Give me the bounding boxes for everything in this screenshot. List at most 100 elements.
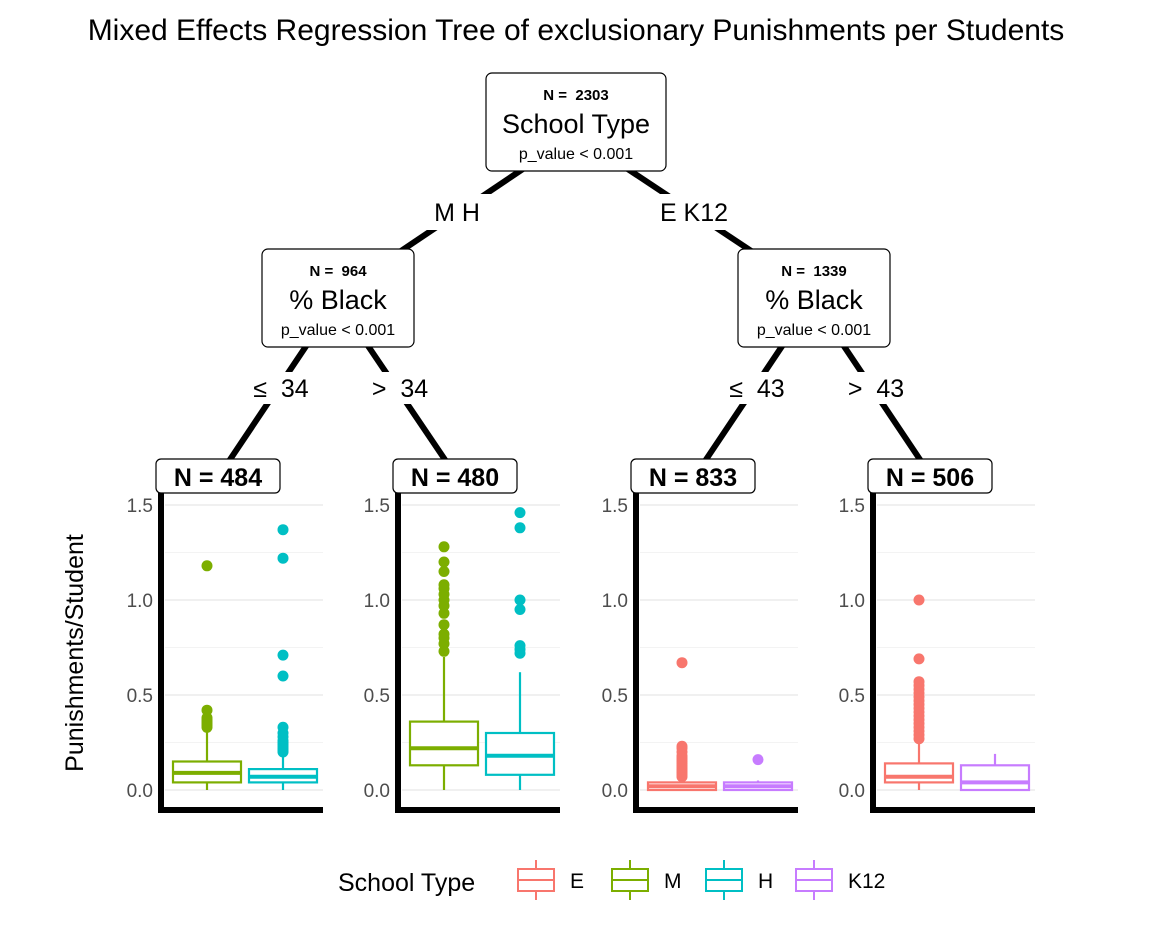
edge-label-right-le: ≤ 43 bbox=[729, 375, 784, 403]
leaf-panel-4: 0.0 0.5 1.0 1.5 N = 506 bbox=[839, 458, 1035, 813]
node-root-pvalue: p_value < 0.001 bbox=[519, 146, 633, 163]
boxplot-H bbox=[484, 507, 556, 790]
y-tick-label: 1.5 bbox=[602, 496, 628, 517]
legend-item-k12: K12 bbox=[795, 860, 885, 900]
y-axis-label: Punishments/Student bbox=[61, 534, 89, 772]
y-tick-label: 0.5 bbox=[364, 686, 390, 707]
leaf-n-label: N = 506 bbox=[886, 464, 974, 492]
panel-axis bbox=[158, 475, 323, 813]
y-tick-label: 0.0 bbox=[839, 781, 865, 802]
outlier-point bbox=[913, 594, 925, 606]
outlier-point bbox=[752, 754, 764, 766]
leaf-panel-2: 0.0 0.5 1.0 1.5 N = 480 bbox=[364, 458, 560, 813]
y-tick-label: 1.0 bbox=[364, 591, 390, 612]
outlier-point bbox=[514, 594, 526, 606]
boxplot-M bbox=[408, 541, 480, 790]
boxplot-E bbox=[646, 657, 718, 792]
edge-label-left-gt: > 34 bbox=[372, 375, 428, 403]
node-left-n: N = 964 bbox=[309, 263, 367, 280]
legend-item-m: M bbox=[611, 860, 682, 900]
leaf-n-box bbox=[630, 458, 756, 494]
outlier-point bbox=[277, 721, 289, 733]
leaf-panel-3: 0.0 0.5 1.0 1.5 N = 833 bbox=[602, 458, 798, 813]
tree-node-root: N = 2303 School Type p_value < 0.001 bbox=[485, 72, 667, 172]
edge-label-right-gt: > 43 bbox=[848, 375, 904, 403]
boxplot-M bbox=[171, 560, 243, 790]
node-right-variable: % Black bbox=[765, 285, 863, 315]
y-tick-label: 0.0 bbox=[127, 781, 153, 802]
outlier-point bbox=[438, 579, 450, 591]
panel-axis bbox=[395, 475, 560, 813]
outlier-point bbox=[676, 740, 688, 752]
outlier-point bbox=[676, 657, 688, 669]
outlier-point bbox=[438, 619, 450, 631]
legend-title: School Type bbox=[338, 869, 475, 897]
outlier-point bbox=[277, 524, 289, 536]
leaf-n-label: N = 480 bbox=[411, 464, 499, 492]
y-tick-label: 0.0 bbox=[602, 781, 628, 802]
outlier-point bbox=[438, 628, 450, 640]
outlier-point bbox=[438, 607, 450, 619]
y-tick-label: 0.0 bbox=[364, 781, 390, 802]
y-tick-label: 1.5 bbox=[127, 496, 153, 517]
box-iqr bbox=[959, 764, 1031, 792]
y-tick-label: 1.0 bbox=[127, 591, 153, 612]
outlier-point bbox=[201, 712, 213, 724]
legend: School Type E M H K12 bbox=[338, 860, 885, 900]
node-left-variable: % Black bbox=[289, 285, 387, 315]
y-tick-label: 0.5 bbox=[602, 686, 628, 707]
boxplot-K12 bbox=[959, 753, 1031, 792]
outlier-point bbox=[913, 653, 925, 665]
leaf-n-box bbox=[155, 458, 281, 494]
node-left-pvalue: p_value < 0.001 bbox=[281, 322, 395, 339]
outlier-point bbox=[201, 704, 213, 716]
node-root-variable: School Type bbox=[502, 109, 650, 139]
outlier-point bbox=[438, 645, 450, 657]
leaf-n-box bbox=[867, 458, 993, 494]
box-iqr bbox=[883, 762, 955, 784]
legend-item-h: H bbox=[705, 860, 773, 900]
node-root-n: N = 2303 bbox=[543, 87, 608, 104]
leaf-panel-1: 0.0 0.5 1.0 1.5 N = 484 bbox=[127, 458, 323, 813]
leaf-n-box bbox=[392, 458, 518, 494]
outlier-point bbox=[277, 552, 289, 564]
legend-label: K12 bbox=[848, 870, 885, 893]
outlier-point bbox=[514, 522, 526, 534]
outlier-point bbox=[514, 507, 526, 519]
edge-labels: M H E K12 ≤ 34 > 34 ≤ 43 > 43 bbox=[244, 194, 916, 404]
tree-node-left: N = 964 % Black p_value < 0.001 bbox=[261, 248, 415, 348]
y-tick-label: 0.5 bbox=[127, 686, 153, 707]
outlier-point bbox=[277, 670, 289, 682]
outlier-point bbox=[438, 566, 450, 577]
leaf-n-label: N = 833 bbox=[649, 464, 737, 492]
leaf-n-label: N = 484 bbox=[174, 464, 262, 492]
outlier-point bbox=[277, 649, 289, 661]
box-iqr bbox=[408, 720, 480, 767]
outlier-point bbox=[514, 640, 526, 652]
outlier-point bbox=[438, 556, 450, 568]
legend-label: M bbox=[664, 870, 682, 893]
outlier-point bbox=[438, 541, 450, 553]
outlier-point bbox=[514, 604, 526, 615]
y-tick-label: 1.0 bbox=[839, 591, 865, 612]
outlier-point bbox=[201, 560, 213, 572]
legend-label: H bbox=[758, 870, 773, 893]
y-tick-label: 1.5 bbox=[364, 496, 390, 517]
y-tick-label: 1.5 bbox=[839, 496, 865, 517]
y-tick-label: 1.0 bbox=[602, 591, 628, 612]
edge-label-root-right: E K12 bbox=[660, 199, 728, 227]
legend-item-e: E bbox=[517, 860, 584, 900]
legend-label: E bbox=[570, 870, 584, 893]
edge-label-root-left: M H bbox=[434, 199, 480, 227]
node-right-pvalue: p_value < 0.001 bbox=[757, 322, 871, 339]
edge-label-left-le: ≤ 34 bbox=[253, 375, 309, 403]
outlier-point bbox=[913, 676, 925, 688]
tree-node-right: N = 1339 % Black p_value < 0.001 bbox=[737, 248, 891, 348]
panel-axis bbox=[633, 475, 798, 813]
boxplot-E bbox=[883, 594, 955, 790]
node-right-n: N = 1339 bbox=[781, 263, 846, 280]
panel-axis bbox=[870, 475, 1035, 813]
